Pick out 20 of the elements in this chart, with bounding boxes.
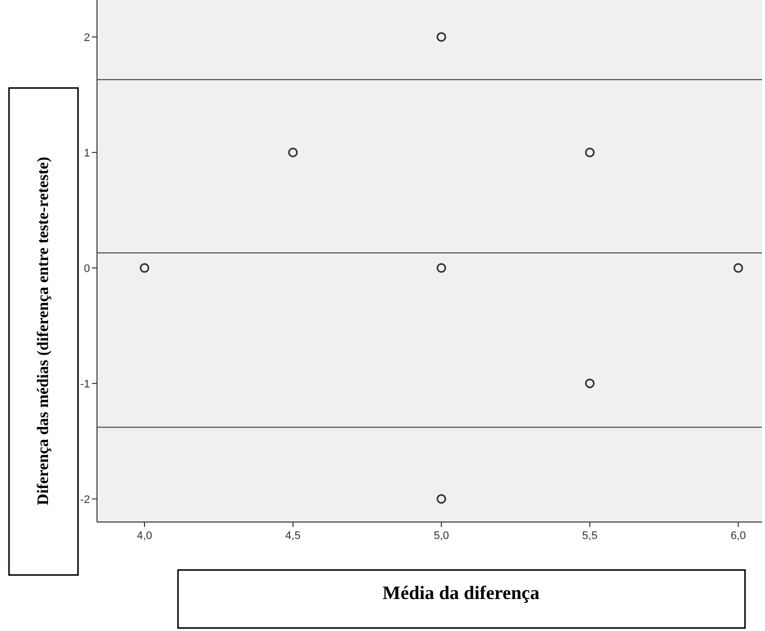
point [436,263,446,273]
point [140,263,150,273]
point [585,378,595,388]
point [733,263,744,273]
y-axis-title: Diferença das médias (diferença entre teste-reteste) [35,156,52,506]
x-tick-label: 5,5 [582,530,598,542]
x-tick-label: 5,0 [434,530,450,542]
y-tick-label: 0 [84,262,90,275]
x-axis-title: Média da diferença [382,583,540,604]
point [436,494,446,504]
y-tick-label: 1 [84,147,90,160]
point [288,148,298,158]
x-tick-label: 6,0 [730,530,746,542]
y-tick-label: 2 [84,32,90,44]
y-tick-label: -1 [80,378,90,390]
point [436,32,446,42]
x-tick-label: 4,0 [136,530,152,542]
x-tick-label: 4,5 [285,530,301,542]
y-tick-label: -2 [80,494,90,506]
point [585,148,595,158]
